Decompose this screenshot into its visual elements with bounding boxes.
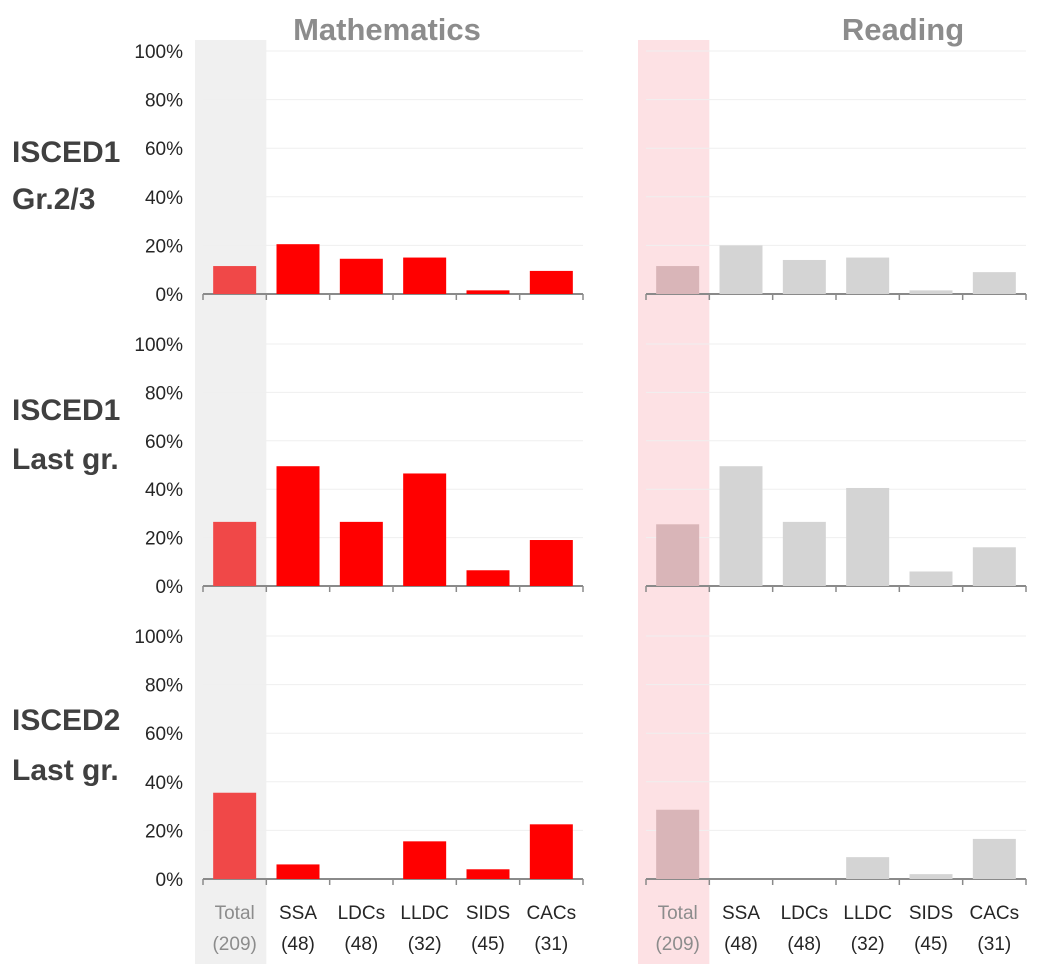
y-tick-label: 0% <box>156 870 184 891</box>
panel-title-mathematics: Mathematics <box>293 12 481 47</box>
bar-mathematics-sids <box>466 570 510 586</box>
category-label: Total <box>658 903 698 924</box>
y-tick-label: 20% <box>145 529 183 550</box>
category-label: SIDS <box>466 903 510 924</box>
category-count-label: (32) <box>851 934 885 955</box>
category-label: LDCs <box>781 903 829 924</box>
category-count-label: (48) <box>281 934 315 955</box>
row-label-line1-2: ISCED2 <box>12 704 120 737</box>
category-count-label: (45) <box>914 934 948 955</box>
bar-reading-cacs <box>972 838 1016 879</box>
bar-reading-ssa <box>719 245 763 294</box>
bar-reading-sids <box>909 874 953 879</box>
bar-mathematics-ssa <box>276 466 320 586</box>
category-count-label: (48) <box>724 934 758 955</box>
bar-reading-total <box>656 266 700 294</box>
category-count-label: (209) <box>212 934 256 955</box>
y-tick-label: 60% <box>145 432 183 453</box>
y-tick-label: 40% <box>145 480 183 501</box>
row-label-line1-1: ISCED1 <box>12 394 120 427</box>
category-count-label: (48) <box>787 934 821 955</box>
y-tick-label: 80% <box>145 91 183 112</box>
bar-mathematics-total <box>213 521 257 586</box>
row-label-line1-0: ISCED1 <box>12 136 120 169</box>
category-label: CACs <box>527 903 577 924</box>
category-label: LLDC <box>400 903 449 924</box>
category-label: LLDC <box>843 903 892 924</box>
row-label-line2-1: Last gr. <box>12 443 119 476</box>
bar-mathematics-ssa <box>276 864 320 879</box>
y-tick-label: 100% <box>134 335 183 356</box>
bar-mathematics-ldcs <box>339 258 383 294</box>
y-tick-label: 100% <box>134 42 183 63</box>
bar-reading-ldcs <box>782 259 826 294</box>
category-count-label: (209) <box>655 934 699 955</box>
y-tick-label: 60% <box>145 139 183 160</box>
y-tick-label: 0% <box>156 285 184 306</box>
bar-mathematics-cacs <box>529 824 573 879</box>
row-label-line2-2: Last gr. <box>12 754 119 787</box>
category-count-label: (32) <box>408 934 442 955</box>
bar-reading-total <box>656 809 700 879</box>
category-count-label: (31) <box>977 934 1011 955</box>
y-tick-label: 20% <box>145 821 183 842</box>
panel-title-reading: Reading <box>842 12 964 47</box>
bar-mathematics-total <box>213 266 257 294</box>
y-tick-label: 0% <box>156 577 184 598</box>
y-tick-label: 40% <box>145 773 183 794</box>
category-label: LDCs <box>338 903 386 924</box>
bar-mathematics-lldc <box>403 473 447 586</box>
y-tick-label: 40% <box>145 188 183 209</box>
bar-mathematics-cacs <box>529 540 573 586</box>
bar-reading-lldc <box>846 857 890 879</box>
y-tick-label: 100% <box>134 627 183 648</box>
bar-reading-ssa <box>719 466 763 586</box>
y-tick-label: 20% <box>145 236 183 257</box>
bar-reading-cacs <box>972 272 1016 294</box>
bar-mathematics-total <box>213 792 257 879</box>
y-tick-label: 60% <box>145 724 183 745</box>
category-label: SSA <box>279 903 317 924</box>
bar-mathematics-ldcs <box>339 521 383 586</box>
category-label: CACs <box>970 903 1020 924</box>
bar-reading-total <box>656 524 700 586</box>
y-tick-label: 80% <box>145 676 183 697</box>
category-count-label: (48) <box>344 934 378 955</box>
bar-mathematics-sids <box>466 869 510 879</box>
bar-reading-lldc <box>846 487 890 586</box>
bar-reading-ldcs <box>782 521 826 586</box>
bar-mathematics-ssa <box>276 244 320 294</box>
category-label: SIDS <box>909 903 953 924</box>
category-count-label: (45) <box>471 934 505 955</box>
bar-reading-lldc <box>846 257 890 294</box>
bar-reading-sids <box>909 290 953 294</box>
y-tick-label: 80% <box>145 383 183 404</box>
bar-mathematics-cacs <box>529 270 573 294</box>
category-count-label: (31) <box>534 934 568 955</box>
row-label-line2-0: Gr.2/3 <box>12 183 95 216</box>
bar-reading-sids <box>909 571 953 586</box>
bar-mathematics-lldc <box>403 841 447 879</box>
category-label: SSA <box>722 903 760 924</box>
bar-mathematics-lldc <box>403 257 447 294</box>
category-label: Total <box>215 903 255 924</box>
bar-mathematics-sids <box>466 290 510 294</box>
bar-reading-cacs <box>972 547 1016 586</box>
